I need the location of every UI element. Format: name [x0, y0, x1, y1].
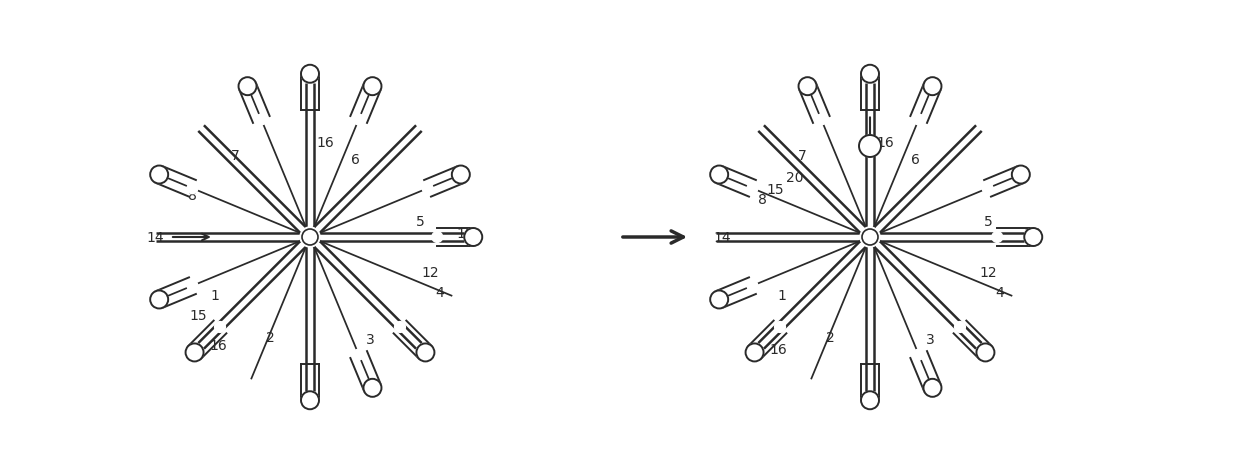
Text: 2: 2	[265, 330, 274, 344]
Text: 12: 12	[422, 266, 439, 279]
Circle shape	[992, 232, 1003, 243]
Circle shape	[1024, 228, 1043, 247]
Circle shape	[746, 281, 758, 291]
Text: 6: 6	[351, 153, 360, 167]
Circle shape	[1012, 166, 1030, 184]
Text: 2: 2	[826, 330, 835, 344]
Circle shape	[861, 228, 880, 248]
Circle shape	[799, 78, 816, 96]
Text: 14: 14	[713, 230, 730, 245]
Circle shape	[300, 228, 320, 248]
Circle shape	[353, 115, 365, 126]
Circle shape	[186, 344, 203, 362]
Circle shape	[914, 349, 924, 360]
Circle shape	[451, 166, 470, 184]
Circle shape	[711, 291, 728, 309]
Circle shape	[924, 78, 941, 96]
Text: 14: 14	[146, 230, 164, 245]
Text: 3: 3	[366, 332, 374, 346]
Circle shape	[150, 166, 169, 184]
Circle shape	[187, 281, 198, 291]
Circle shape	[301, 391, 319, 409]
Circle shape	[301, 66, 319, 84]
Circle shape	[215, 322, 226, 333]
Text: 5: 5	[983, 215, 992, 228]
Text: 4: 4	[435, 286, 444, 299]
Circle shape	[976, 344, 994, 362]
Text: 16: 16	[877, 136, 894, 149]
Circle shape	[914, 115, 924, 126]
Text: 16: 16	[769, 342, 787, 356]
Text: 18: 18	[1023, 227, 1040, 240]
Circle shape	[711, 166, 728, 184]
Circle shape	[816, 115, 827, 126]
Circle shape	[859, 136, 880, 158]
Text: 7: 7	[797, 149, 806, 163]
Circle shape	[394, 322, 405, 333]
Circle shape	[746, 184, 758, 194]
Text: 18: 18	[456, 227, 474, 240]
Text: 12: 12	[980, 266, 997, 279]
Circle shape	[353, 349, 365, 360]
Circle shape	[861, 391, 879, 409]
Text: 3: 3	[925, 332, 935, 346]
Circle shape	[432, 232, 443, 243]
Text: 1: 1	[777, 288, 786, 302]
Text: 7: 7	[231, 149, 239, 163]
Circle shape	[861, 66, 879, 84]
Circle shape	[775, 322, 785, 333]
Circle shape	[363, 78, 382, 96]
Text: 16: 16	[210, 338, 227, 352]
Text: 4: 4	[996, 286, 1004, 299]
Circle shape	[255, 115, 267, 126]
Circle shape	[422, 184, 433, 194]
Circle shape	[955, 322, 966, 333]
Text: 15: 15	[190, 308, 207, 322]
Text: 20: 20	[786, 170, 804, 185]
Circle shape	[924, 379, 941, 397]
Circle shape	[417, 344, 434, 362]
Circle shape	[238, 78, 257, 96]
Circle shape	[982, 184, 993, 194]
Circle shape	[464, 228, 482, 247]
Text: 5: 5	[415, 215, 424, 228]
Text: 8: 8	[187, 188, 196, 203]
Circle shape	[363, 379, 382, 397]
Text: 1: 1	[211, 288, 219, 302]
Text: 6: 6	[910, 153, 919, 167]
Text: 8: 8	[758, 193, 766, 207]
Text: 16: 16	[316, 136, 334, 149]
Circle shape	[745, 344, 764, 362]
Circle shape	[187, 184, 198, 194]
Text: 15: 15	[766, 183, 784, 197]
Circle shape	[150, 291, 169, 309]
